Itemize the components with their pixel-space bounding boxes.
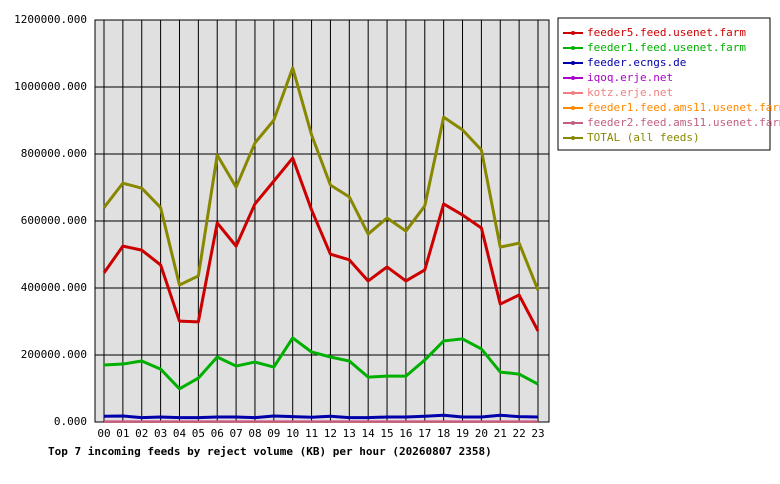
legend-key-dot xyxy=(571,91,575,95)
x-tick-label: 01 xyxy=(116,427,129,440)
x-tick-label: 06 xyxy=(211,427,224,440)
x-tick-label: 13 xyxy=(343,427,356,440)
x-tick-label: 02 xyxy=(135,427,148,440)
x-tick-label: 07 xyxy=(229,427,242,440)
legend-label: feeder5.feed.usenet.farm xyxy=(587,26,746,39)
x-tick-label: 20 xyxy=(475,427,488,440)
y-tick-label: 800000.000 xyxy=(21,147,87,160)
legend-key-dot xyxy=(571,106,575,110)
x-tick-label: 14 xyxy=(362,427,376,440)
x-tick-label: 00 xyxy=(97,427,110,440)
x-tick-label: 05 xyxy=(192,427,205,440)
x-tick-label: 22 xyxy=(513,427,526,440)
x-tick-label: 16 xyxy=(399,427,412,440)
legend-label: feeder1.feed.ams11.usenet.farm xyxy=(587,101,780,114)
series-line xyxy=(103,413,539,420)
x-tick-label: 19 xyxy=(456,427,469,440)
x-tick-label: 21 xyxy=(494,427,507,440)
series-line xyxy=(103,336,539,391)
x-tick-label: 04 xyxy=(173,427,187,440)
y-tick-label: 600000.000 xyxy=(21,214,87,227)
series-line xyxy=(102,156,540,332)
legend-key-dot xyxy=(571,46,575,50)
y-tick-label: 400000.000 xyxy=(21,281,87,294)
y-tick-label: 200000.000 xyxy=(21,348,87,361)
y-tick-label: 1200000.000 xyxy=(14,13,87,26)
chart-title: Top 7 incoming feeds by reject volume (K… xyxy=(48,445,492,458)
legend-key-dot xyxy=(571,76,575,80)
legend-key-dot xyxy=(571,61,575,65)
x-tick-label: 15 xyxy=(380,427,393,440)
legend-label: feeder2.feed.ams11.usenet.farm xyxy=(587,116,780,129)
legend-key-dot xyxy=(571,136,575,140)
y-tick-label: 0.000 xyxy=(54,415,87,428)
y-tick-label: 1000000.000 xyxy=(14,80,87,93)
legend-label: iqoq.erje.net xyxy=(587,71,673,84)
legend-label: TOTAL (all feeds) xyxy=(587,131,700,144)
x-tick-label: 23 xyxy=(531,427,544,440)
legend-label: feeder1.feed.usenet.farm xyxy=(587,41,746,54)
series-line xyxy=(102,66,540,291)
x-tick-label: 18 xyxy=(437,427,450,440)
x-tick-label: 03 xyxy=(154,427,167,440)
legend-key-dot xyxy=(571,121,575,125)
x-tick-label: 11 xyxy=(305,427,318,440)
legend-label: feeder.ecngs.de xyxy=(587,56,686,69)
legend-key-dot xyxy=(571,31,575,35)
x-tick-label: 12 xyxy=(324,427,337,440)
legend xyxy=(557,17,771,151)
legend-label: kotz.erje.net xyxy=(587,86,673,99)
x-tick-label: 17 xyxy=(418,427,431,440)
x-tick-label: 09 xyxy=(267,427,280,440)
x-tick-label: 10 xyxy=(286,427,299,440)
x-tick-label: 08 xyxy=(248,427,261,440)
